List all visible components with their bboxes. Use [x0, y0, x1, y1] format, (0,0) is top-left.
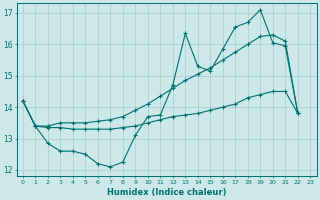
X-axis label: Humidex (Indice chaleur): Humidex (Indice chaleur) — [107, 188, 226, 197]
